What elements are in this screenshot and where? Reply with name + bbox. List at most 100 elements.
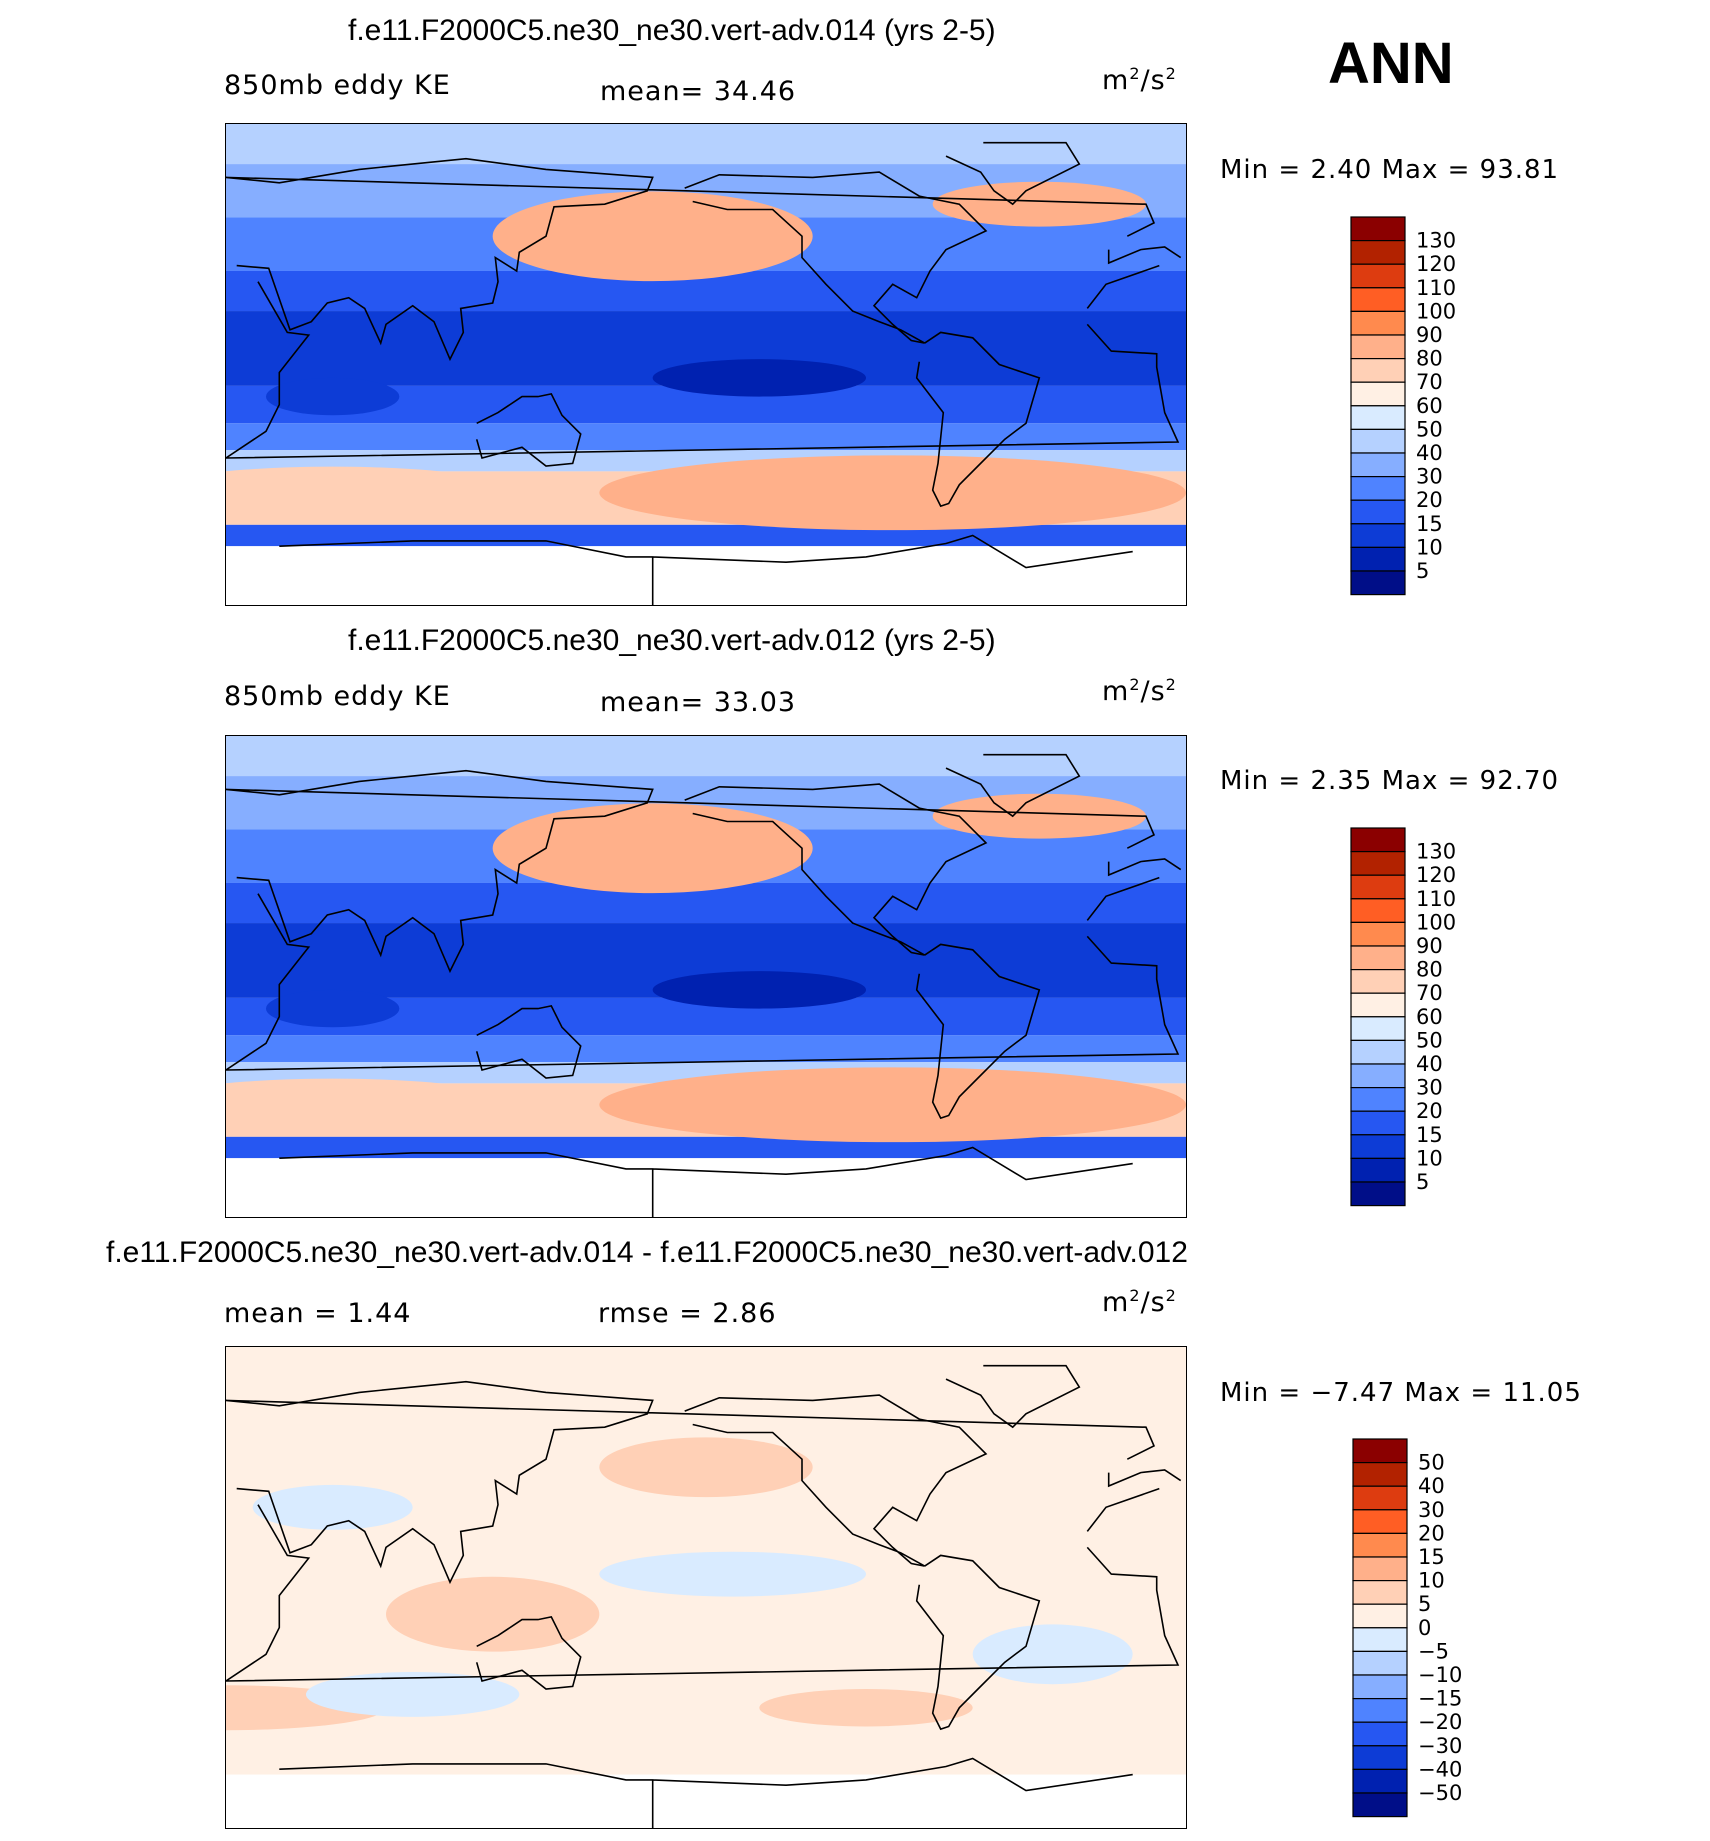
coastline-antarctica	[279, 1146, 1133, 1217]
colorbar-swatch	[1350, 969, 1406, 994]
panel-1-mean-label: mean= 34.46	[600, 76, 797, 107]
coastline-samerica	[915, 943, 1041, 1120]
colorbar-swatch	[1350, 476, 1406, 501]
colorbar-swatch	[1350, 499, 1406, 525]
colorbar-tick-label: 20	[1416, 1099, 1443, 1123]
field-blob	[252, 1484, 413, 1530]
colorbar-tick-label: 100	[1416, 910, 1456, 934]
panel-2-mean-label: mean= 33.03	[600, 687, 797, 718]
colorbar-swatch	[1352, 1509, 1408, 1535]
field-blob	[226, 1078, 520, 1131]
field-blob	[306, 1671, 520, 1717]
colorbar-swatch	[1350, 827, 1406, 853]
colorbar-swatch	[1350, 310, 1406, 336]
panel-3-units: m2/s2	[1102, 1286, 1177, 1318]
colorbar-tick-label: −20	[1418, 1710, 1462, 1734]
colorbar-swatch	[1350, 240, 1406, 265]
colorbar-swatch	[1350, 546, 1406, 572]
colorbar-tick-label: 120	[1416, 863, 1456, 887]
colorbar-swatch	[1350, 1181, 1406, 1207]
field-blob	[386, 1576, 600, 1652]
colorbar-swatch	[1350, 381, 1406, 407]
panel-1-variable-label: 850mb eddy KE	[224, 70, 451, 101]
coastline-antarctica	[279, 1757, 1133, 1828]
coastline-antarctica	[279, 534, 1133, 605]
field-band	[226, 736, 1186, 777]
coastline-greenland	[945, 753, 1081, 818]
colorbar-swatch	[1352, 1768, 1408, 1794]
panel-1-title: f.e11.F2000C5.ne30_ne30.vert-adv.014 (yr…	[348, 14, 996, 47]
colorbar-swatch	[1350, 1016, 1406, 1042]
colorbar-tick-label: 40	[1416, 1052, 1443, 1076]
field-blob	[492, 191, 813, 282]
colorbar-swatch	[1350, 851, 1406, 876]
colorbar-tick-label: 130	[1416, 229, 1456, 253]
coastline-samerica	[915, 331, 1041, 508]
colorbar-tick-label: 110	[1416, 887, 1456, 911]
colorbar-swatch	[1350, 358, 1406, 383]
colorbar-tick-label: 20	[1416, 488, 1443, 512]
colorbar-tick-label: −10	[1418, 1663, 1462, 1687]
colorbar-tick-label: 50	[1418, 1451, 1445, 1475]
colorbar-swatch	[1352, 1556, 1408, 1582]
coastline-namerica	[684, 1394, 988, 1567]
panel-2-minmax: Min = 2.35 Max = 92.70	[1220, 766, 1560, 796]
colorbar-tick-label: 5	[1416, 559, 1429, 583]
colorbar-swatch	[1352, 1792, 1408, 1818]
coastline-africa	[226, 264, 1180, 459]
coastline-eurasia	[226, 1380, 1182, 1585]
panel-3-title: f.e11.F2000C5.ne30_ne30.vert-adv.014 - f…	[106, 1236, 1188, 1269]
field-blob	[226, 466, 520, 519]
colorbar-swatch	[1350, 898, 1406, 924]
colorbar-swatch	[1350, 945, 1406, 971]
field-blob	[599, 455, 1186, 531]
colorbar-swatch	[1350, 452, 1406, 478]
panel-1-units: m2/s2	[1102, 64, 1177, 96]
colorbar-tick-label: −30	[1418, 1734, 1462, 1758]
panel-2-colorbar: 130 120 110 100 90 80 70 60 50 40 30 20 15 10 5	[1350, 827, 1500, 1214]
colorbar-tick-label: 30	[1416, 1076, 1443, 1100]
colorbar-tick-label: 80	[1416, 347, 1443, 371]
panel-2-map	[225, 735, 1187, 1218]
panel-1-colorbar: 130 120 110 100 90 80 70 60 50 40 30 20 15 10 5	[1350, 216, 1500, 603]
field-blob	[266, 989, 400, 1028]
colorbar-tick-label: 60	[1416, 1005, 1443, 1029]
colorbar-swatch	[1350, 523, 1406, 548]
colorbar-swatch	[1352, 1485, 1408, 1511]
coastline-australia	[475, 1615, 582, 1690]
coastline-greenland	[945, 1364, 1081, 1429]
colorbar-tick-label: −40	[1418, 1757, 1462, 1781]
colorbar-tick-label: 110	[1416, 276, 1456, 300]
field-band	[226, 423, 1186, 451]
field-blob	[266, 377, 400, 416]
field-blob	[932, 793, 1146, 839]
colorbar-tick-label: 15	[1416, 1123, 1443, 1147]
colorbar-tick-label: 100	[1416, 299, 1456, 323]
panel-2-units: m2/s2	[1102, 675, 1177, 707]
colorbar-swatch	[1352, 1698, 1408, 1723]
field-blob	[599, 1067, 1186, 1143]
colorbar-swatch	[1350, 921, 1406, 947]
colorbar-tick-label: 30	[1416, 465, 1443, 489]
colorbar-swatch	[1352, 1532, 1408, 1558]
field-blob	[492, 803, 813, 894]
colorbar-tick-label: 15	[1418, 1545, 1445, 1569]
field-blob	[599, 1437, 813, 1498]
colorbar-swatch	[1350, 992, 1406, 1018]
field-blob	[599, 1551, 866, 1597]
colorbar-swatch	[1350, 287, 1406, 313]
colorbar-swatch	[1352, 1438, 1408, 1464]
colorbar-swatch	[1350, 1134, 1406, 1159]
colorbar-tick-label: 80	[1416, 958, 1443, 982]
field-blob	[652, 359, 866, 397]
colorbar-swatch	[1352, 1721, 1408, 1747]
colorbar-tick-label: −15	[1418, 1687, 1462, 1711]
colorbar-tick-label: 130	[1416, 840, 1456, 864]
field-band	[226, 1158, 1186, 1217]
panel-2-title: f.e11.F2000C5.ne30_ne30.vert-adv.012 (yr…	[348, 624, 996, 657]
colorbar-swatch	[1350, 874, 1406, 900]
field-blob	[652, 971, 866, 1009]
field-band	[226, 1035, 1186, 1063]
colorbar-tick-label: 50	[1416, 417, 1443, 441]
coastline-namerica	[684, 783, 988, 956]
